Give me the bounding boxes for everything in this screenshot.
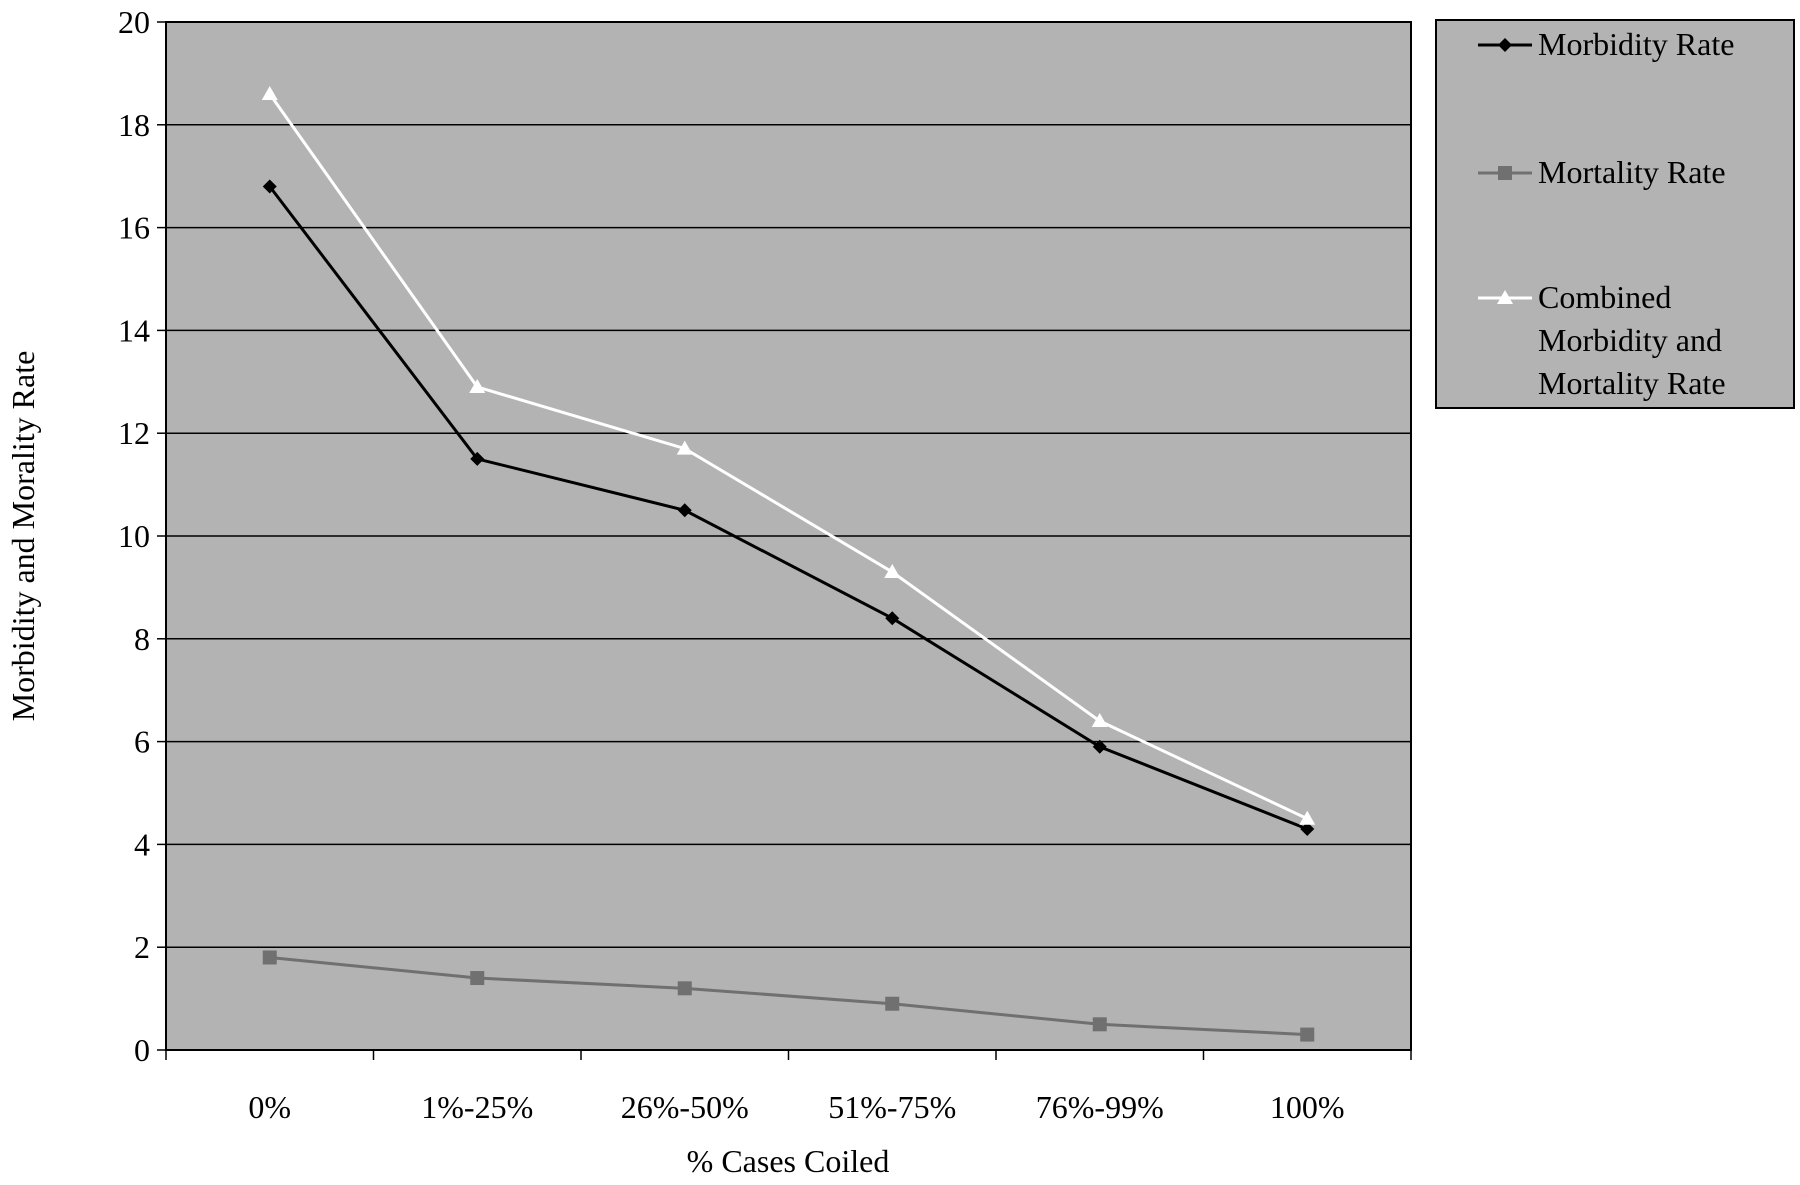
series <box>261 85 1316 1042</box>
legend-entries: Morbidity Rate Mortality Rate Combined Morb… <box>1478 26 1734 401</box>
legend-marker <box>1498 38 1512 52</box>
x-tick-label: 0% <box>248 1089 291 1125</box>
data-point <box>470 451 485 466</box>
legend-label-line: Morbidity and <box>1538 322 1722 358</box>
y-tick-label: 4 <box>134 826 150 862</box>
y-tick-label: 12 <box>118 415 150 451</box>
legend-label: Morbidity Rate <box>1538 26 1734 62</box>
data-point <box>470 971 485 986</box>
data-point <box>262 179 277 194</box>
legend-entry-1: Mortality Rate <box>1478 154 1726 190</box>
data-point <box>676 440 693 455</box>
axes <box>157 21 1412 1060</box>
legend-marker <box>1498 166 1512 180</box>
legend-label-line: Combined <box>1538 279 1671 315</box>
data-point <box>885 996 900 1011</box>
x-tick-label: 1%-25% <box>421 1089 533 1125</box>
data-point <box>1091 713 1108 728</box>
legend: Morbidity Rate Mortality Rate Combined Morb… <box>1435 19 1795 409</box>
x-tick-label: 26%-50% <box>621 1089 749 1125</box>
tick-labels: 0 2 4 6 8 10 12 14 16 18 20 0% 1%-25% 26%-50% 51%-75% 7… <box>118 4 1345 1125</box>
data-point <box>1092 739 1107 754</box>
legend-label-line: Mortality Rate <box>1538 365 1726 401</box>
legend-label: Combined Morbidity and Mortality Rate <box>1538 279 1726 401</box>
series-line <box>268 185 1308 831</box>
legend-entry-2: Combined Morbidity and Mortality Rate <box>1478 279 1726 401</box>
y-tick-label: 0 <box>134 1032 150 1068</box>
y-tick-label: 16 <box>118 210 150 246</box>
gridlines <box>166 124 1411 948</box>
series-0 <box>262 179 1315 836</box>
legend-marker <box>1497 290 1513 304</box>
data-point <box>1299 810 1316 825</box>
data-point <box>884 563 901 578</box>
series-1 <box>262 950 1315 1042</box>
data-point <box>885 611 900 626</box>
data-point <box>1300 1027 1315 1042</box>
data-point <box>677 981 692 996</box>
y-axis-title: Morbidity and Morality Rate <box>5 351 41 722</box>
y-tick-label: 10 <box>118 518 150 554</box>
x-tick-label: 51%-75% <box>828 1089 956 1125</box>
data-point <box>1092 1017 1107 1032</box>
legend-label: Mortality Rate <box>1538 154 1726 190</box>
legend-entry-0: Morbidity Rate <box>1478 26 1734 62</box>
x-tick-label: 76%-99% <box>1036 1089 1164 1125</box>
y-tick-label: 14 <box>118 312 150 348</box>
x-tick-label: 100% <box>1270 1089 1345 1125</box>
data-point <box>1300 821 1315 836</box>
y-tick-label: 18 <box>118 107 150 143</box>
series-line <box>269 955 1308 1037</box>
legend-box <box>1435 19 1795 409</box>
y-tick-label: 20 <box>118 4 150 40</box>
series-2 <box>261 85 1316 825</box>
data-point <box>469 378 486 393</box>
y-tick-label: 8 <box>134 621 150 657</box>
data-point <box>677 503 692 518</box>
x-axis-title: % Cases Coiled <box>687 1143 890 1179</box>
data-point <box>261 85 278 100</box>
data-point <box>262 950 277 965</box>
y-tick-label: 6 <box>134 724 150 760</box>
series-line <box>268 93 1308 821</box>
y-tick-label: 2 <box>134 929 150 965</box>
